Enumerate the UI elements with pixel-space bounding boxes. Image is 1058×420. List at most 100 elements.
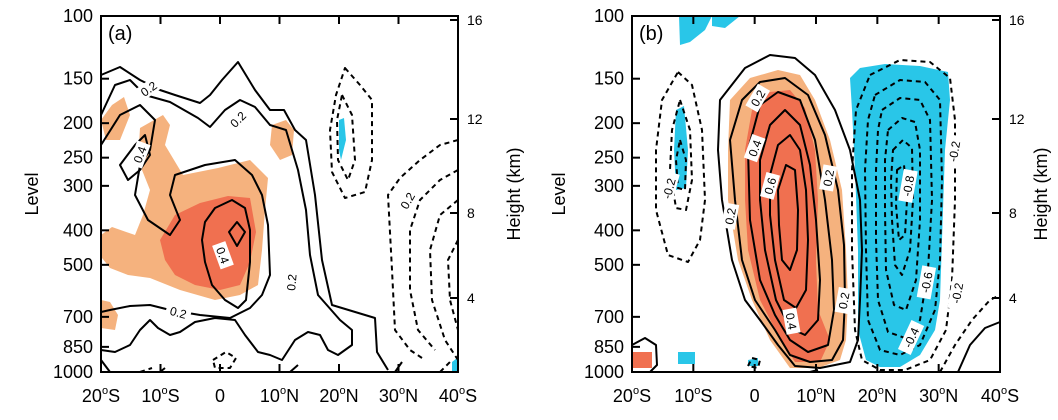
panel-a-x-tick-label: 0: [215, 386, 225, 406]
panel-a-y-tick-label: 500: [63, 255, 93, 275]
panel-a-contour-label: 0.4: [128, 140, 151, 169]
panel-a-y-tick-label: 700: [63, 307, 93, 327]
contour-label-background: [916, 265, 937, 300]
panel-a-y-right-tick-label: 12: [467, 111, 483, 127]
contour-label-text: -0.2: [946, 140, 963, 163]
panel-b-x-tick-label: 10oS: [674, 385, 712, 406]
panel-b-contour-label: 0.4: [743, 133, 766, 163]
contour-label-background: [134, 75, 163, 102]
contour-label-text: -0.6: [918, 271, 935, 294]
contour-label-background: [657, 171, 680, 206]
panel-a-x-tick-label: 40oS: [439, 385, 477, 406]
panel-b-y-tick-label: 300: [594, 176, 624, 196]
panel-b-dashed-contours: [655, 59, 1001, 373]
panel-a-axes: 20oS 10oS 0 10oN 20oN 30oN 40oS 100 150 200 250 300…: [53, 6, 483, 406]
panel-b-y-right-title: Height (km): [1031, 147, 1051, 240]
contour-label-text: 0.4: [213, 245, 232, 266]
panel-b-contour-label: -0.2: [947, 276, 967, 310]
panel-a-dashed-contours: [139, 67, 459, 373]
panel-b-axes: 20oS 10oS 0 10oN 20oN 30oN 40oS 100 150 200 250 300…: [584, 6, 1025, 406]
panel-a-label: (a): [108, 23, 132, 45]
contour-label-background: [782, 307, 801, 335]
panel-a-contour-labels: 0.20.40.20.40.20.20.2: [128, 75, 420, 323]
panel-b-y-tick-label: 150: [594, 69, 624, 89]
contour-label-text: 0.6: [762, 176, 780, 196]
contour-label-text: 0.2: [168, 304, 188, 322]
contour-label-background: [745, 83, 771, 113]
contour-label-text: -0.2: [949, 281, 966, 304]
panel-b-x-tick-label: 0: [750, 386, 760, 406]
contour-label-text: 0.4: [131, 144, 150, 165]
panel-a-x-tick-label: 10oS: [141, 385, 179, 406]
panel-a-contour-label: 0.2: [164, 302, 193, 323]
panel-b-contour-label: 0.2: [819, 164, 838, 192]
panel-b-y-tick-label: 850: [594, 337, 624, 357]
panel-b-contour-label: -0.6: [916, 265, 937, 300]
panel-b-x-tick-label: 40oS: [981, 385, 1019, 406]
panel-b-x-tick-label: 20oS: [613, 385, 651, 406]
panel-b-y-right-tick-label: 12: [1009, 111, 1025, 127]
panel-a-y-tick-label: 850: [63, 337, 93, 357]
contour-label-text: 0.4: [746, 138, 765, 159]
panel-a-y-right-tick-label: 16: [467, 12, 483, 28]
panel-a-x-tick-label: 10oN: [260, 385, 299, 406]
panel-a-y-tick-label: 250: [63, 148, 93, 168]
panel-b-contour-label: -0.2: [657, 171, 680, 206]
panel-a-y-tick-label: 300: [63, 176, 93, 196]
panel-a-y-tick-label: 400: [63, 220, 93, 240]
panel-a-y-right-tick-label: 8: [467, 205, 475, 221]
panel-a-shading: [101, 97, 457, 372]
panel-b-y-tick-label: 500: [594, 255, 624, 275]
panel-b-contour-label: -0.2: [944, 134, 964, 169]
panel-b-contour-label: -0.8: [898, 168, 918, 203]
contour-label-background: [128, 140, 151, 169]
contour-label-text: 0.2: [836, 291, 853, 310]
panel-b-y-right-tick-label: 16: [1009, 12, 1025, 28]
contour-label-background: [947, 276, 967, 310]
panel-a-x-tick-label: 30oN: [379, 385, 418, 406]
contour-label-text: 0.2: [722, 207, 739, 226]
panel-a-y-tick-label: 200: [63, 113, 93, 133]
panel-a-contour-label: 0.4: [212, 241, 234, 270]
contour-label-background: [819, 164, 838, 192]
panel-b-y-title: Level: [549, 172, 569, 215]
contour-label-background: [721, 202, 740, 230]
contour-label-text: -0.2: [660, 176, 679, 200]
contour-label-background: [944, 134, 964, 169]
panel-a-y-tick-label: 150: [63, 69, 93, 89]
panel-a: 20oS 10oS 0 10oN 20oN 30oN 40oS 100 150 200 250 300…: [22, 6, 524, 406]
contour-label-background: [283, 269, 300, 296]
contour-label-background: [743, 133, 766, 163]
contour-label-text: -0.8: [900, 174, 917, 197]
panel-a-x-tick-label: 20oS: [82, 385, 120, 406]
panel-a-contour-label: 0.2: [224, 105, 252, 134]
panel-b-x-tick-label: 30oN: [919, 385, 958, 406]
contour-label-background: [395, 186, 420, 215]
contour-label-background: [760, 171, 780, 200]
panel-b-y-tick-label: 250: [594, 148, 624, 168]
panel-a-contour-label: 0.2: [283, 269, 300, 296]
contour-label-background: [212, 241, 234, 270]
panel-b-contour-label: 0.2: [834, 287, 853, 315]
panel-b-y-right-tick-label: 4: [1009, 290, 1017, 306]
panel-b-x-tick-label: 10oN: [796, 385, 835, 406]
panel-b-label: (b): [639, 23, 663, 45]
panel-a-y-right-title: Height (km): [504, 147, 524, 240]
panel-a-contour-label: 0.2: [395, 186, 420, 215]
contour-label-background: [897, 320, 925, 355]
contour-label-text: 0.2: [820, 168, 837, 187]
panel-b-contour-label: 0.6: [760, 171, 780, 200]
panel-a-x-tick-label: 20oN: [319, 385, 358, 406]
contour-label-text: 0.4: [783, 312, 800, 331]
contour-label-background: [898, 168, 918, 203]
panel-b-y-tick-label: 1000: [584, 362, 624, 382]
panel-b-contour-label: 0.2: [721, 202, 740, 230]
panel-a-y-title: Level: [22, 172, 42, 215]
contour-label-background: [834, 287, 853, 315]
panel-a-y-right-tick-label: 4: [467, 290, 475, 306]
panel-b-x-tick-label: 20oN: [858, 385, 897, 406]
contour-label-background: [224, 105, 252, 134]
contour-label-text: 0.2: [284, 273, 299, 291]
panel-b-shading: [632, 16, 950, 368]
